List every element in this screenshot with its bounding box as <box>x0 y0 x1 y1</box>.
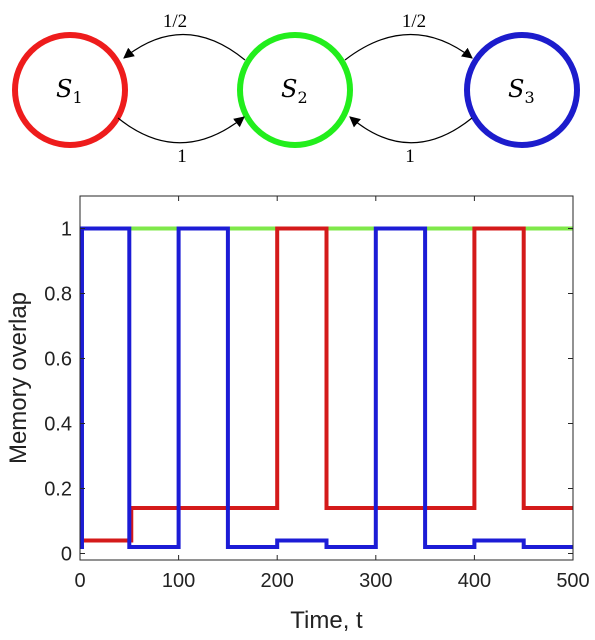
series-layer <box>79 226 573 549</box>
state-s2-label: S2 <box>281 75 308 107</box>
edge-label-s1-s2: 1 <box>177 146 187 167</box>
x-tick-label: 300 <box>359 570 392 592</box>
y-tick-label: 0.6 <box>44 349 72 371</box>
x-axis-title: Time, t <box>290 607 363 634</box>
y-axis-title: Memory overlap <box>5 292 32 464</box>
state-s2-node: S2 <box>237 32 353 148</box>
tick-layer: 0 100 200 300 400 500 0 0.2 0.4 0.6 0.8 1 <box>44 196 590 592</box>
y-tick-label: 1 <box>61 219 72 241</box>
state-s1-label: S1 <box>56 75 83 107</box>
x-tick-label: 0 <box>74 570 85 592</box>
series-line-2 <box>80 226 573 543</box>
y-tick-label: 0.2 <box>44 479 72 501</box>
state-diagram: S1 S2 S3 1/2 1 1/2 1 <box>12 11 580 167</box>
plot-frame <box>79 195 574 561</box>
x-tick-label: 200 <box>261 570 294 592</box>
y-tick-label: 0.8 <box>44 284 72 306</box>
memory-overlap-chart: 0 100 200 300 400 500 0 0.2 0.4 0.6 0.8 1 Time, t M… <box>5 195 590 634</box>
x-tick-label: 100 <box>162 570 195 592</box>
state-s3-node: S3 <box>464 32 580 148</box>
state-s1-node: S1 <box>12 32 128 148</box>
x-tick-label: 400 <box>458 570 491 592</box>
edge-label-s2-s1: 1/2 <box>163 11 187 32</box>
arrow-s1-to-s2 <box>117 116 245 144</box>
edge-label-s3-s2: 1 <box>405 146 415 167</box>
edge-label-s2-s3: 1/2 <box>402 11 426 32</box>
series-line-3 <box>79 226 573 549</box>
y-tick-label: 0.4 <box>44 414 72 436</box>
arrow-s3-to-s2 <box>349 116 473 144</box>
arrow-s2-to-s1 <box>123 33 246 61</box>
x-tick-label: 500 <box>556 570 589 592</box>
arrow-s2-to-s3 <box>344 33 473 61</box>
y-tick-label: 0 <box>61 544 72 566</box>
state-s3-label: S3 <box>508 75 535 107</box>
